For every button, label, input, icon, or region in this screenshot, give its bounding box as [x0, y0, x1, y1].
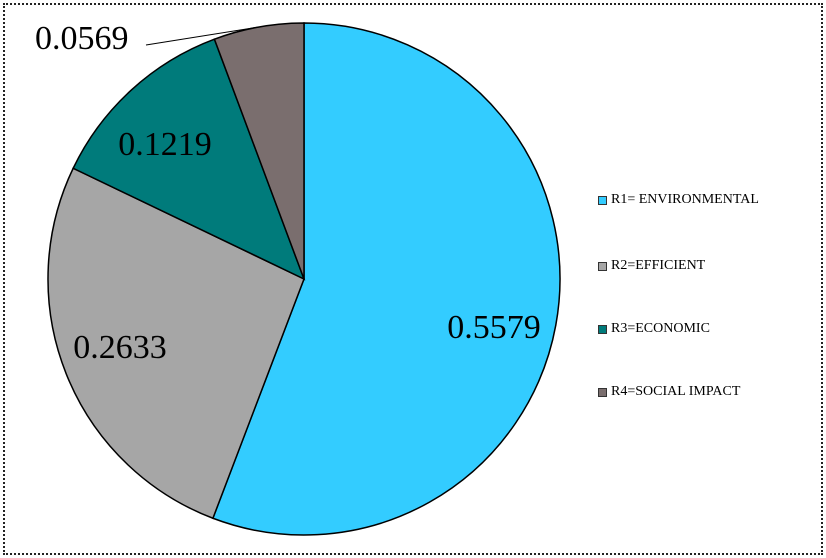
legend-swatch-social-impact	[598, 387, 607, 397]
legend-item-environmental: R1= ENVIRONMENTAL	[598, 191, 759, 209]
legend-swatch-environmental	[598, 195, 607, 205]
legend-swatch-efficient	[598, 261, 607, 271]
slice-value-label-social-impact: 0.0569	[35, 20, 129, 57]
slice-value-label-environmental: 0.5579	[447, 309, 541, 346]
pie-slice-efficient	[47, 167, 305, 520]
pie-slice-economic	[72, 38, 306, 281]
chart-frame: 0.5579 0.2633 0.1219 0.0569 R1= ENVIRONMENT…	[3, 3, 823, 555]
pie-chart: 0.5579 0.2633 0.1219 0.0569	[35, 20, 561, 536]
legend-swatch-economic	[598, 324, 607, 334]
legend-label-economic: R3=ECONOMIC	[611, 321, 710, 336]
slice-value-label-economic: 0.1219	[118, 126, 212, 163]
legend-label-efficient: R2=EFFICIENT	[611, 258, 706, 273]
legend-label-social-impact: R4=SOCIAL IMPACT	[611, 384, 741, 399]
leader-line-social-impact	[145, 26, 259, 46]
pie-slice-environmental	[211, 22, 561, 536]
legend-item-economic: R3=ECONOMIC	[598, 320, 710, 338]
legend-item-efficient: R2=EFFICIENT	[598, 257, 705, 275]
slice-value-label-efficient: 0.2633	[73, 329, 167, 366]
legend-label-environmental: R1= ENVIRONMENTAL	[611, 192, 759, 207]
legend-item-social-impact: R4=SOCIAL IMPACT	[598, 383, 740, 401]
